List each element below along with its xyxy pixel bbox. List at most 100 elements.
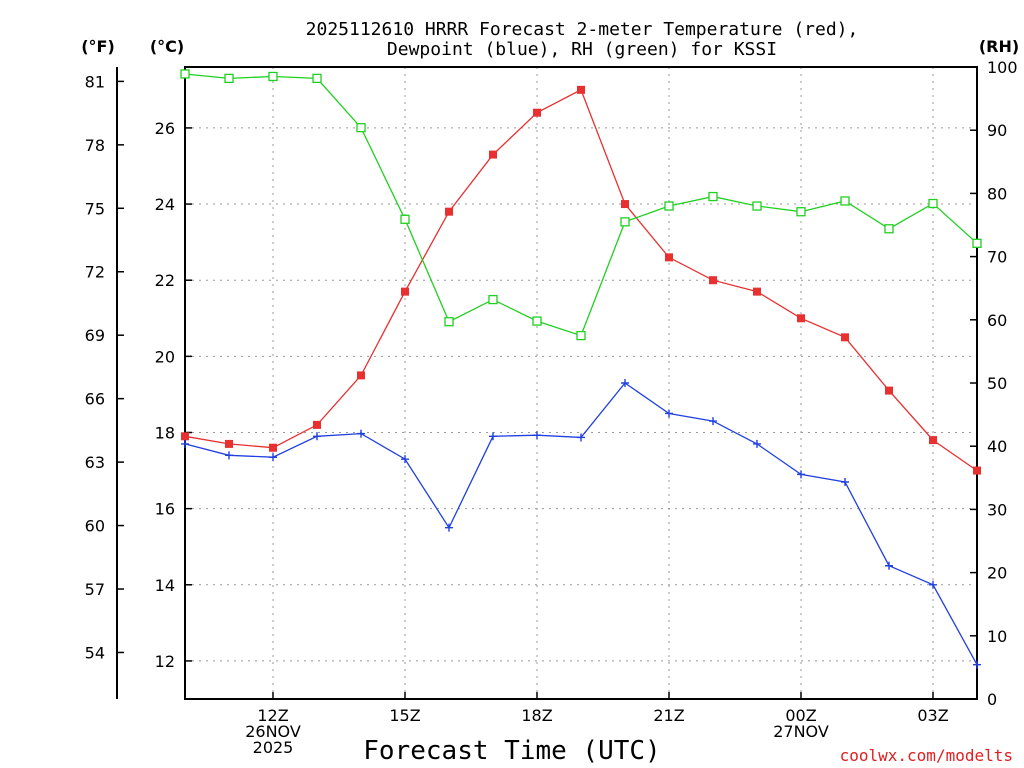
fahrenheit-tick-label: 54 — [85, 643, 105, 662]
axes — [116, 66, 978, 700]
relative-humidity-point — [708, 191, 718, 202]
series — [180, 69, 982, 669]
x-tick-label: 12Z — [257, 706, 288, 725]
temperature-point — [973, 466, 981, 475]
dewpoint-point — [401, 455, 409, 464]
x-tick-label: 27NOV — [773, 722, 829, 741]
temperature-point — [577, 85, 585, 94]
x-tick-label: 18Z — [521, 706, 552, 725]
x-tick-label: 03Z — [917, 706, 948, 725]
dewpoint-point — [621, 379, 629, 387]
relative-humidity-point — [752, 201, 762, 211]
dewpoint-point — [313, 432, 321, 441]
relative-humidity-point — [444, 317, 454, 327]
fahrenheit-tick-label: 75 — [85, 199, 105, 218]
celsius-tick-label: 24 — [155, 195, 175, 214]
relative-humidity-point — [928, 198, 938, 209]
rh-tick-label: 0 — [987, 690, 997, 709]
dewpoint-point — [973, 660, 981, 669]
fahrenheit-tick-label: 78 — [85, 136, 105, 155]
x-tick-label: 21Z — [653, 706, 684, 725]
temperature-point — [489, 150, 497, 159]
dewpoint-point — [489, 432, 497, 441]
fahrenheit-tick-label: 63 — [85, 453, 105, 472]
temperature-point — [797, 314, 805, 323]
rh-tick-label: 40 — [987, 437, 1007, 456]
relative-humidity-line — [184, 73, 978, 337]
x-tick-label: 2025 — [253, 738, 294, 757]
x-tick-label: 00Z — [785, 706, 816, 725]
celsius-tick-label: 14 — [155, 576, 175, 595]
rh-unit-label: (RH) — [979, 37, 1019, 56]
fahrenheit-tick-label: 69 — [85, 326, 105, 345]
temperature-point — [709, 276, 717, 285]
dewpoint-point — [929, 580, 937, 589]
relative-humidity-point — [664, 201, 674, 211]
x-tick-label: 15Z — [389, 706, 420, 725]
dewpoint-point — [753, 439, 761, 448]
relative-humidity-point — [180, 69, 190, 79]
plot-frame — [184, 66, 978, 700]
dewpoint-point — [533, 431, 541, 440]
rh-tick-label: 20 — [987, 564, 1007, 583]
celsius-tick-label: 18 — [155, 423, 175, 442]
celsius-unit-label: (°C) — [150, 37, 184, 56]
temperature-point — [269, 443, 277, 452]
relative-humidity-point — [400, 214, 410, 224]
dewpoint-point — [885, 561, 893, 570]
tick-labels: 12 14 16 18 20 22 24 26 54 57 60 63 66 69 72 75 78 81 0 10 2… — [85, 58, 1018, 757]
temperature-point — [445, 207, 453, 216]
relative-humidity-point — [488, 294, 498, 305]
dewpoint-point — [445, 523, 453, 532]
relative-humidity-point — [796, 207, 806, 217]
temperature-point — [753, 287, 761, 296]
relative-humidity-point — [224, 73, 234, 84]
dewpoint-point — [357, 429, 365, 438]
dewpoint-point — [709, 417, 717, 426]
celsius-tick-label: 26 — [155, 119, 175, 138]
temperature-point — [181, 432, 189, 441]
temperature-point — [841, 333, 849, 342]
temperature-point — [357, 371, 365, 380]
credit-label: coolwx.com/modelts — [840, 746, 1013, 765]
rh-tick-label: 100 — [987, 58, 1018, 77]
series-relative-humidity — [180, 69, 982, 341]
rh-tick-label: 80 — [987, 184, 1007, 203]
rh-tick-label: 90 — [987, 121, 1007, 140]
rh-tick-label: 30 — [987, 500, 1007, 519]
dewpoint-point — [181, 439, 189, 448]
dewpoint-point — [269, 453, 277, 462]
temperature-point — [533, 108, 541, 117]
fahrenheit-tick-label: 66 — [85, 390, 105, 409]
relative-humidity-point — [620, 217, 630, 227]
rh-tick-label: 60 — [987, 311, 1007, 330]
relative-humidity-point — [972, 238, 982, 248]
relative-humidity-point — [356, 123, 366, 133]
rh-tick-label: 10 — [987, 627, 1007, 646]
series-temperature — [181, 85, 981, 475]
relative-humidity-point — [840, 196, 850, 206]
temperature-point — [225, 439, 233, 448]
celsius-tick-label: 20 — [155, 347, 175, 366]
rh-tick-label: 50 — [987, 374, 1007, 393]
dewpoint-point — [841, 477, 849, 486]
dewpoint-point — [665, 409, 673, 418]
temperature-point — [401, 287, 409, 296]
relative-humidity-point — [576, 330, 586, 341]
x-tick-label: 26NOV — [245, 722, 301, 741]
fahrenheit-tick-label: 81 — [85, 72, 105, 91]
x-axis-label: Forecast Time (UTC) — [363, 736, 660, 766]
series-dewpoint — [181, 379, 981, 669]
relative-humidity-point — [312, 73, 322, 84]
chart-title-line-2: Dewpoint (blue), RH (green) for KSSI — [387, 39, 777, 60]
temperature-point — [929, 436, 937, 445]
fahrenheit-unit-label: (°F) — [81, 37, 115, 56]
relative-humidity-point — [884, 224, 894, 234]
rh-tick-label: 70 — [987, 248, 1007, 267]
dewpoint-point — [577, 433, 585, 442]
chart-title-line-1: 2025112610 HRRR Forecast 2-meter Tempera… — [306, 19, 859, 40]
fahrenheit-tick-label: 60 — [85, 517, 105, 536]
relative-humidity-point — [268, 71, 278, 82]
temperature-point — [313, 420, 321, 429]
